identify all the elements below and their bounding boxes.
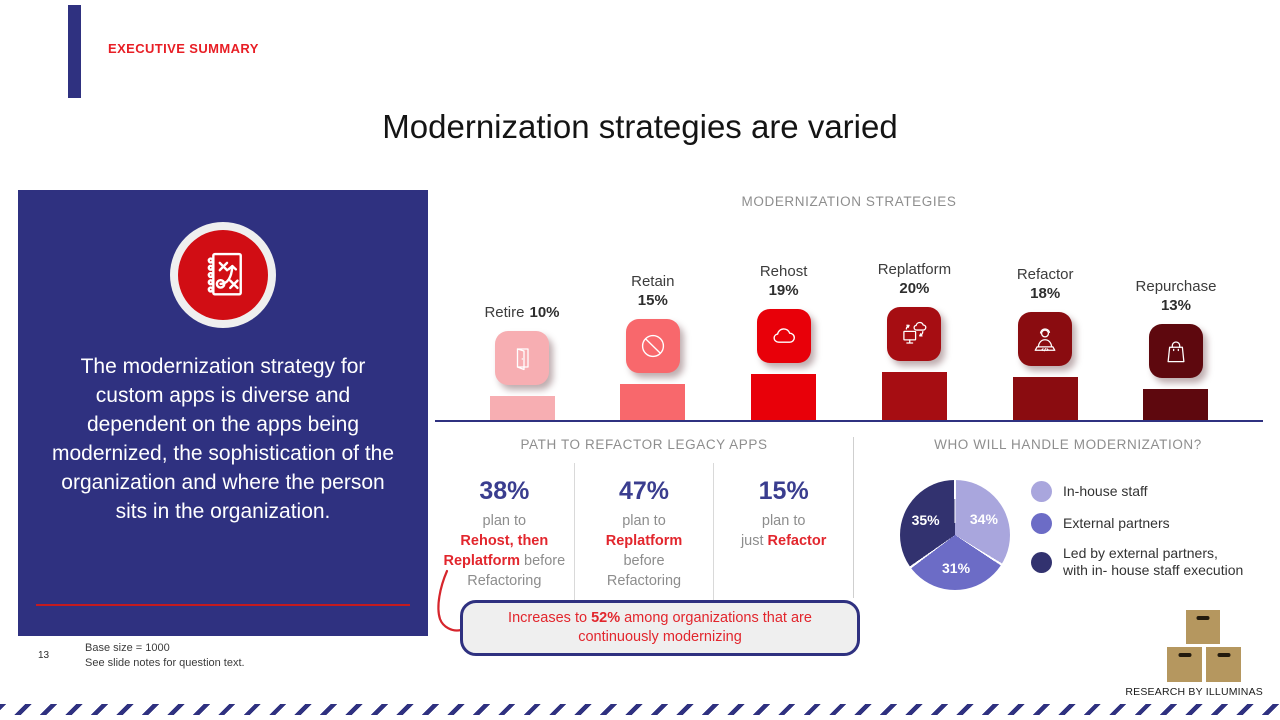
path-section-title: PATH TO REFACTOR LEGACY APPS	[520, 437, 768, 452]
bar-label: Refactor 18%	[1017, 265, 1074, 303]
bar-category-label: Repurchase	[1135, 278, 1217, 295]
pie-chart: 34% 31% 35%	[900, 480, 1010, 590]
legend-item: External partners	[1031, 513, 1243, 534]
research-credit: RESEARCH BY ILLUMINAS	[1125, 686, 1263, 698]
bar-label: Retain 15%	[631, 272, 674, 310]
bar	[1012, 377, 1078, 420]
modernization-strategies-chart: MODERNIZATION STRATEGIES Retire 10% Retai…	[435, 194, 1263, 422]
bar-category-label: Replatform	[877, 261, 952, 278]
bar-value-label: 13%	[1160, 297, 1191, 314]
bar	[881, 372, 947, 420]
callout-connector-line	[437, 569, 463, 632]
legend-item: In-house staff	[1031, 481, 1243, 502]
bar-value-label: 20%	[899, 280, 930, 297]
legend-label: Led by external partners,	[1063, 545, 1218, 561]
bar-value-label: 19%	[768, 282, 799, 299]
legend-label: In-house staff	[1063, 483, 1148, 499]
bottom-hatch-border	[0, 704, 1280, 715]
pie	[900, 480, 1010, 590]
illuminas-boxes-icon	[1166, 608, 1242, 682]
cloud-icon	[756, 309, 811, 363]
bar	[751, 374, 817, 420]
box-icon	[1167, 647, 1202, 682]
bar	[489, 396, 555, 420]
bar-label: Retire 10%	[484, 303, 559, 322]
legend-swatch	[1031, 513, 1052, 534]
legend-swatch	[1031, 481, 1052, 502]
legend-label: External partners	[1063, 515, 1170, 531]
who-section-title: WHO WILL HANDLE MODERNIZATION?	[934, 437, 1202, 452]
path-column: 38% plan to Rehost, then Replatform befor…	[435, 463, 574, 613]
bar-value-label: 15%	[637, 292, 668, 309]
bar-label: Rehost 19%	[760, 262, 808, 300]
developer-laptop-icon	[1018, 312, 1073, 366]
bar-value-label: 18%	[1030, 285, 1061, 302]
path-to-refactor-section: PATH TO REFACTOR LEGACY APPS 38% plan to…	[435, 437, 853, 613]
door-icon	[495, 331, 549, 385]
bar	[1143, 389, 1209, 420]
who-will-handle-section: WHO WILL HANDLE MODERNIZATION? 34% 31% 3…	[868, 437, 1268, 590]
path-description: plan to just Refactor	[740, 513, 827, 549]
bar-column: Refactor 18%	[984, 260, 1106, 420]
pie-slice-label: 34%	[969, 511, 998, 528]
sidebar-divider	[36, 604, 410, 606]
prohibition-icon	[625, 319, 680, 373]
page-number: 13	[38, 650, 50, 661]
callout-text: Increases to 52% among organizations tha…	[508, 610, 812, 645]
path-description: plan to Rehost, then Replatform before Re…	[443, 513, 566, 589]
bar-label: Repurchase 13%	[1136, 277, 1217, 315]
section-divider	[853, 437, 854, 598]
footnote-base-size: Base size = 1000	[85, 642, 170, 654]
bar-category-label: Retain	[631, 273, 675, 290]
box-icon	[1186, 610, 1220, 644]
callout-box: Increases to 52% among organizations tha…	[460, 600, 860, 656]
path-value: 15%	[758, 477, 809, 505]
path-value: 38%	[479, 477, 530, 505]
path-columns: 38% plan to Rehost, then Replatform befor…	[435, 463, 853, 613]
bar-column: Replatform 20%	[853, 260, 975, 420]
bar-category-label: Retire	[484, 304, 525, 321]
box-icon	[1206, 647, 1241, 682]
barchart-title: MODERNIZATION STRATEGIES	[741, 194, 957, 209]
bar-column: Rehost 19%	[723, 260, 845, 420]
monitor-cloud-migration-icon	[887, 307, 942, 361]
footnotes: Base size = 1000 See slide notes for que…	[85, 641, 245, 671]
bar-category-label: Rehost	[759, 263, 808, 280]
pie-slice-label: 31%	[942, 559, 971, 576]
legend-item: Led by external partners, with in- house …	[1031, 545, 1243, 579]
accent-bar	[68, 5, 81, 98]
page-title: Modernization strategies are varied	[382, 108, 898, 145]
summary-text: The modernization strategy for custom ap…	[51, 355, 395, 523]
path-value: 47%	[618, 477, 670, 505]
legend-swatch	[1031, 551, 1052, 573]
bar-label: Replatform 20%	[878, 260, 951, 298]
bar-category-label: Refactor	[1016, 266, 1074, 283]
bar	[620, 384, 686, 420]
pie-legend: In-house staff External partners Led by …	[1031, 481, 1243, 590]
footnote-slide-notes: See slide notes for question text.	[85, 657, 245, 669]
pie-slice-label: 35%	[911, 512, 940, 529]
shopping-bag-icon	[1148, 324, 1203, 378]
summary-panel: The modernization strategy for custom ap…	[18, 190, 428, 636]
bar-column: Repurchase 13%	[1115, 260, 1237, 420]
strategy-playbook-icon	[178, 230, 268, 320]
bar-column: Retain 15%	[592, 260, 714, 420]
bar-value-label: 10%	[529, 304, 560, 321]
path-column: 15% plan to just Refactor	[713, 463, 853, 613]
bar-column: Retire 10%	[461, 260, 583, 420]
eyebrow-label: EXECUTIVE SUMMARY	[108, 41, 259, 56]
path-column: 47% plan to Replatform before Refactoring	[573, 463, 714, 613]
bars-row: Retire 10% Retain 15%	[435, 260, 1263, 420]
path-description: plan to Replatform before Refactoring	[605, 513, 683, 589]
chart-baseline	[435, 419, 1263, 422]
strategy-badge	[170, 222, 276, 328]
